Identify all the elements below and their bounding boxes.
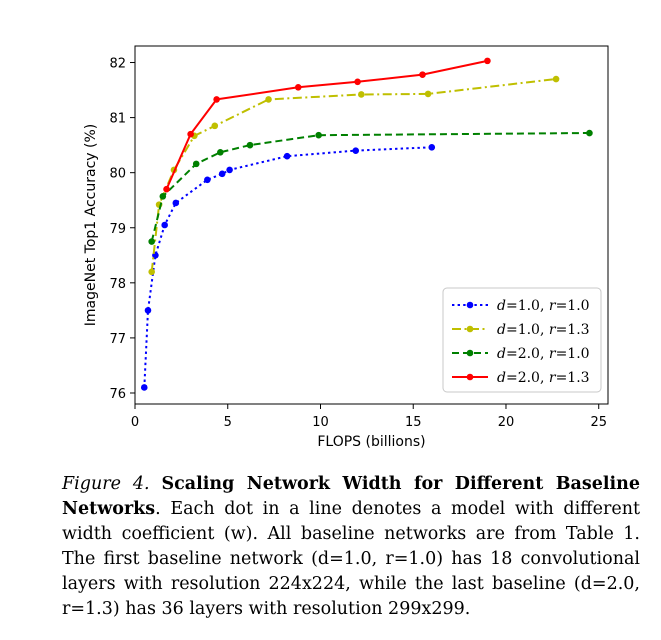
x-tick-label: 0 xyxy=(131,415,139,430)
legend-label-part: r xyxy=(549,322,557,338)
legend-marker xyxy=(466,325,474,333)
y-tick-label: 78 xyxy=(109,277,126,292)
legend-label-part: =1.3 xyxy=(556,322,590,338)
series-line xyxy=(150,132,590,242)
legend-label-part: d xyxy=(497,322,506,338)
legend-label-part: =2.0, xyxy=(506,370,549,386)
legend-label: d=1.0, r=1.3 xyxy=(497,322,590,338)
legend-label: d=1.0, r=1.0 xyxy=(497,298,590,314)
caption-title: Scaling Network Width for Different Base… xyxy=(62,474,640,519)
legend-marker xyxy=(466,301,474,309)
data-point xyxy=(552,75,560,83)
series-3 xyxy=(148,129,593,245)
legend-label: d=2.0, r=1.0 xyxy=(497,346,590,362)
data-point xyxy=(428,144,436,151)
data-point xyxy=(246,141,254,149)
data-point xyxy=(265,96,272,103)
legend-box xyxy=(442,287,602,393)
caption-body: . Each dot in a line denotes a model wit… xyxy=(62,499,640,619)
y-tick-label: 80 xyxy=(109,167,126,182)
plot-frame xyxy=(134,45,609,405)
caption-figure-label: Figure 4. xyxy=(62,474,150,494)
data-point xyxy=(218,170,226,178)
line-chart: 0 5 10 15 20 25 76 77 78 79 80 81 82 FLOPS (billions)… xyxy=(83,45,609,450)
legend: d=1.0, r=1.0d=1.0, r=1.3d=2.0, r=1.0d=2.… xyxy=(442,287,602,393)
data-point xyxy=(187,130,194,138)
data-point xyxy=(217,148,224,156)
y-tick-label: 82 xyxy=(109,57,126,72)
y-axis-label: ImageNet Top1 Accuracy (%) xyxy=(83,124,99,326)
series-line xyxy=(143,146,432,388)
data-point xyxy=(159,193,167,200)
x-axis-label: FLOPS (billions) xyxy=(317,434,425,450)
data-point xyxy=(354,78,361,86)
data-point xyxy=(140,384,148,391)
data-point xyxy=(213,96,220,103)
legend-label-part: d xyxy=(497,346,506,362)
data-point xyxy=(148,238,155,245)
data-point xyxy=(586,129,593,137)
data-point xyxy=(419,71,426,78)
data-point xyxy=(144,307,152,314)
legend-label-part: =1.0, xyxy=(506,322,549,338)
data-point xyxy=(424,90,432,98)
data-point xyxy=(352,147,360,154)
x-tick-label: 25 xyxy=(590,415,607,430)
legend-marker xyxy=(466,373,474,381)
data-point xyxy=(283,152,291,160)
data-point xyxy=(192,160,200,168)
series-line xyxy=(150,78,557,272)
legend-marker xyxy=(466,349,474,357)
legend-label-part: =1.0 xyxy=(556,298,590,314)
x-tick-label: 5 xyxy=(224,415,232,430)
figure-caption: Figure 4. Scaling Network Width for Diff… xyxy=(62,472,640,622)
data-point xyxy=(204,176,211,184)
series-1 xyxy=(140,144,436,391)
legend-label-part: =1.3 xyxy=(556,370,590,386)
legend-label-part: d xyxy=(497,298,506,314)
legend-label-part: d xyxy=(497,370,506,386)
data-point xyxy=(484,57,491,65)
y-tick-label: 76 xyxy=(109,387,126,402)
data-point xyxy=(294,84,302,91)
legend-label-part: r xyxy=(549,298,557,314)
x-tick-label: 15 xyxy=(405,415,422,430)
y-tick-label: 77 xyxy=(109,332,126,347)
data-point xyxy=(161,221,168,229)
legend-label: d=2.0, r=1.3 xyxy=(497,370,590,386)
data-point xyxy=(211,122,219,130)
x-tick-label: 10 xyxy=(312,415,329,430)
data-point xyxy=(357,91,365,98)
legend-label-part: =1.0, xyxy=(506,298,549,314)
legend-label-part: =2.0, xyxy=(506,346,549,362)
y-tick-label: 79 xyxy=(109,222,126,237)
data-point xyxy=(163,185,170,193)
data-point xyxy=(148,268,155,276)
legend-label-part: r xyxy=(549,346,557,362)
data-point xyxy=(172,199,180,207)
y-tick-label: 81 xyxy=(109,112,126,127)
legend-label-part: =1.0 xyxy=(556,346,590,362)
series-2 xyxy=(148,75,560,276)
data-point xyxy=(226,166,233,174)
x-tick-label: 20 xyxy=(498,415,515,430)
legend-label-part: r xyxy=(549,370,557,386)
data-point xyxy=(315,131,322,139)
series-4 xyxy=(163,57,491,193)
